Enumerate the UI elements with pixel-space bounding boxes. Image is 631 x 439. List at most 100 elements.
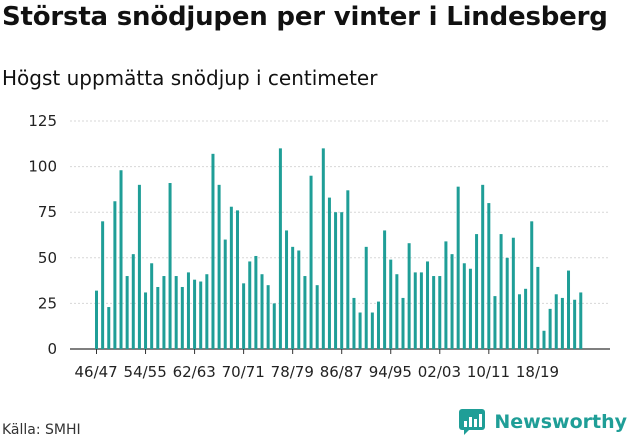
bar [156,286,160,349]
bar [217,184,221,349]
bar [242,283,246,349]
bar [383,230,387,349]
bar [278,148,282,349]
bar [119,170,123,349]
bar [376,301,380,349]
y-tick-label: 75 [38,203,57,221]
brand-name: Newsworthy [494,411,627,433]
bar [101,221,105,349]
bar [579,292,583,349]
bar [567,270,571,349]
bar [358,312,362,349]
x-tick-label: 86/87 [320,363,363,381]
bar [548,308,552,349]
x-tick-label: 62/63 [173,363,216,381]
bar [327,197,331,349]
bar [272,303,276,349]
bar [530,221,534,349]
bar [389,259,393,349]
chart-subtitle: Högst uppmätta snödjup i centimeter [2,66,378,90]
bar [113,201,117,349]
bar [199,281,203,349]
bar [205,274,209,349]
bar [235,210,239,349]
bar [346,190,350,349]
bar [493,296,497,349]
bar [303,276,307,349]
bar [524,288,528,349]
bar [248,261,252,349]
bar [125,276,129,349]
bar [254,255,258,349]
bar [487,203,491,349]
newsworthy-logo-icon [459,409,486,435]
bar [168,183,172,349]
bar [407,243,411,349]
bar [291,246,295,349]
bar [186,272,190,349]
bar [413,272,417,349]
bar [180,286,184,349]
bar [462,263,466,349]
bar [174,276,178,349]
x-tick-label: 46/47 [75,363,118,381]
bar [334,212,338,349]
bar [468,268,472,349]
bar [536,266,540,349]
bar [542,330,546,349]
bar [364,246,368,349]
bar [315,285,319,349]
bar [193,279,197,349]
x-tick-label: 70/71 [222,363,265,381]
bar [370,312,374,349]
bar [285,230,289,349]
x-tick-label: 78/79 [271,363,314,381]
bar [401,297,405,349]
bar [426,261,430,349]
bar [223,239,227,349]
x-tick-label: 02/03 [418,363,461,381]
x-tick-label: 10/11 [467,363,510,381]
bar [131,254,135,349]
bar [352,297,356,349]
bar [162,276,166,349]
bar [511,237,515,349]
x-tick-label: 18/19 [516,363,559,381]
bar-chart: 0 25 50 75 100 125 46/47 54/55 62/63 70/71 78/79 86… [28,112,610,381]
y-tick-label: 0 [47,340,57,358]
y-tick-label: 50 [38,249,57,267]
bar [260,274,264,349]
x-tick-label: 54/55 [124,363,167,381]
bar [444,241,448,349]
bar [432,276,436,349]
bar [450,254,454,349]
source-label: Källa: SMHI [2,422,81,438]
bar [475,234,479,349]
brand[interactable]: Newsworthy [458,408,627,436]
bar [229,206,233,349]
bar [95,290,98,349]
y-tick-label: 25 [38,294,57,312]
chart-title: Största snödjupen per vinter i Lindesber… [2,2,608,32]
bar [309,175,313,349]
bar [395,274,399,349]
y-tick-label: 100 [28,158,57,176]
bar [419,272,423,349]
bar [297,250,301,349]
bar [499,234,503,349]
y-tick-label: 125 [28,112,57,130]
bar [211,153,215,349]
bar [321,148,325,349]
bar [340,212,344,349]
bar [137,184,141,349]
bar [505,257,509,349]
bar [266,285,270,349]
bar [560,297,564,349]
bar [554,294,558,349]
bar [150,263,154,349]
bar [517,294,521,349]
bar [107,307,111,349]
bar [144,292,148,349]
bar [481,184,485,349]
bar [456,186,460,349]
